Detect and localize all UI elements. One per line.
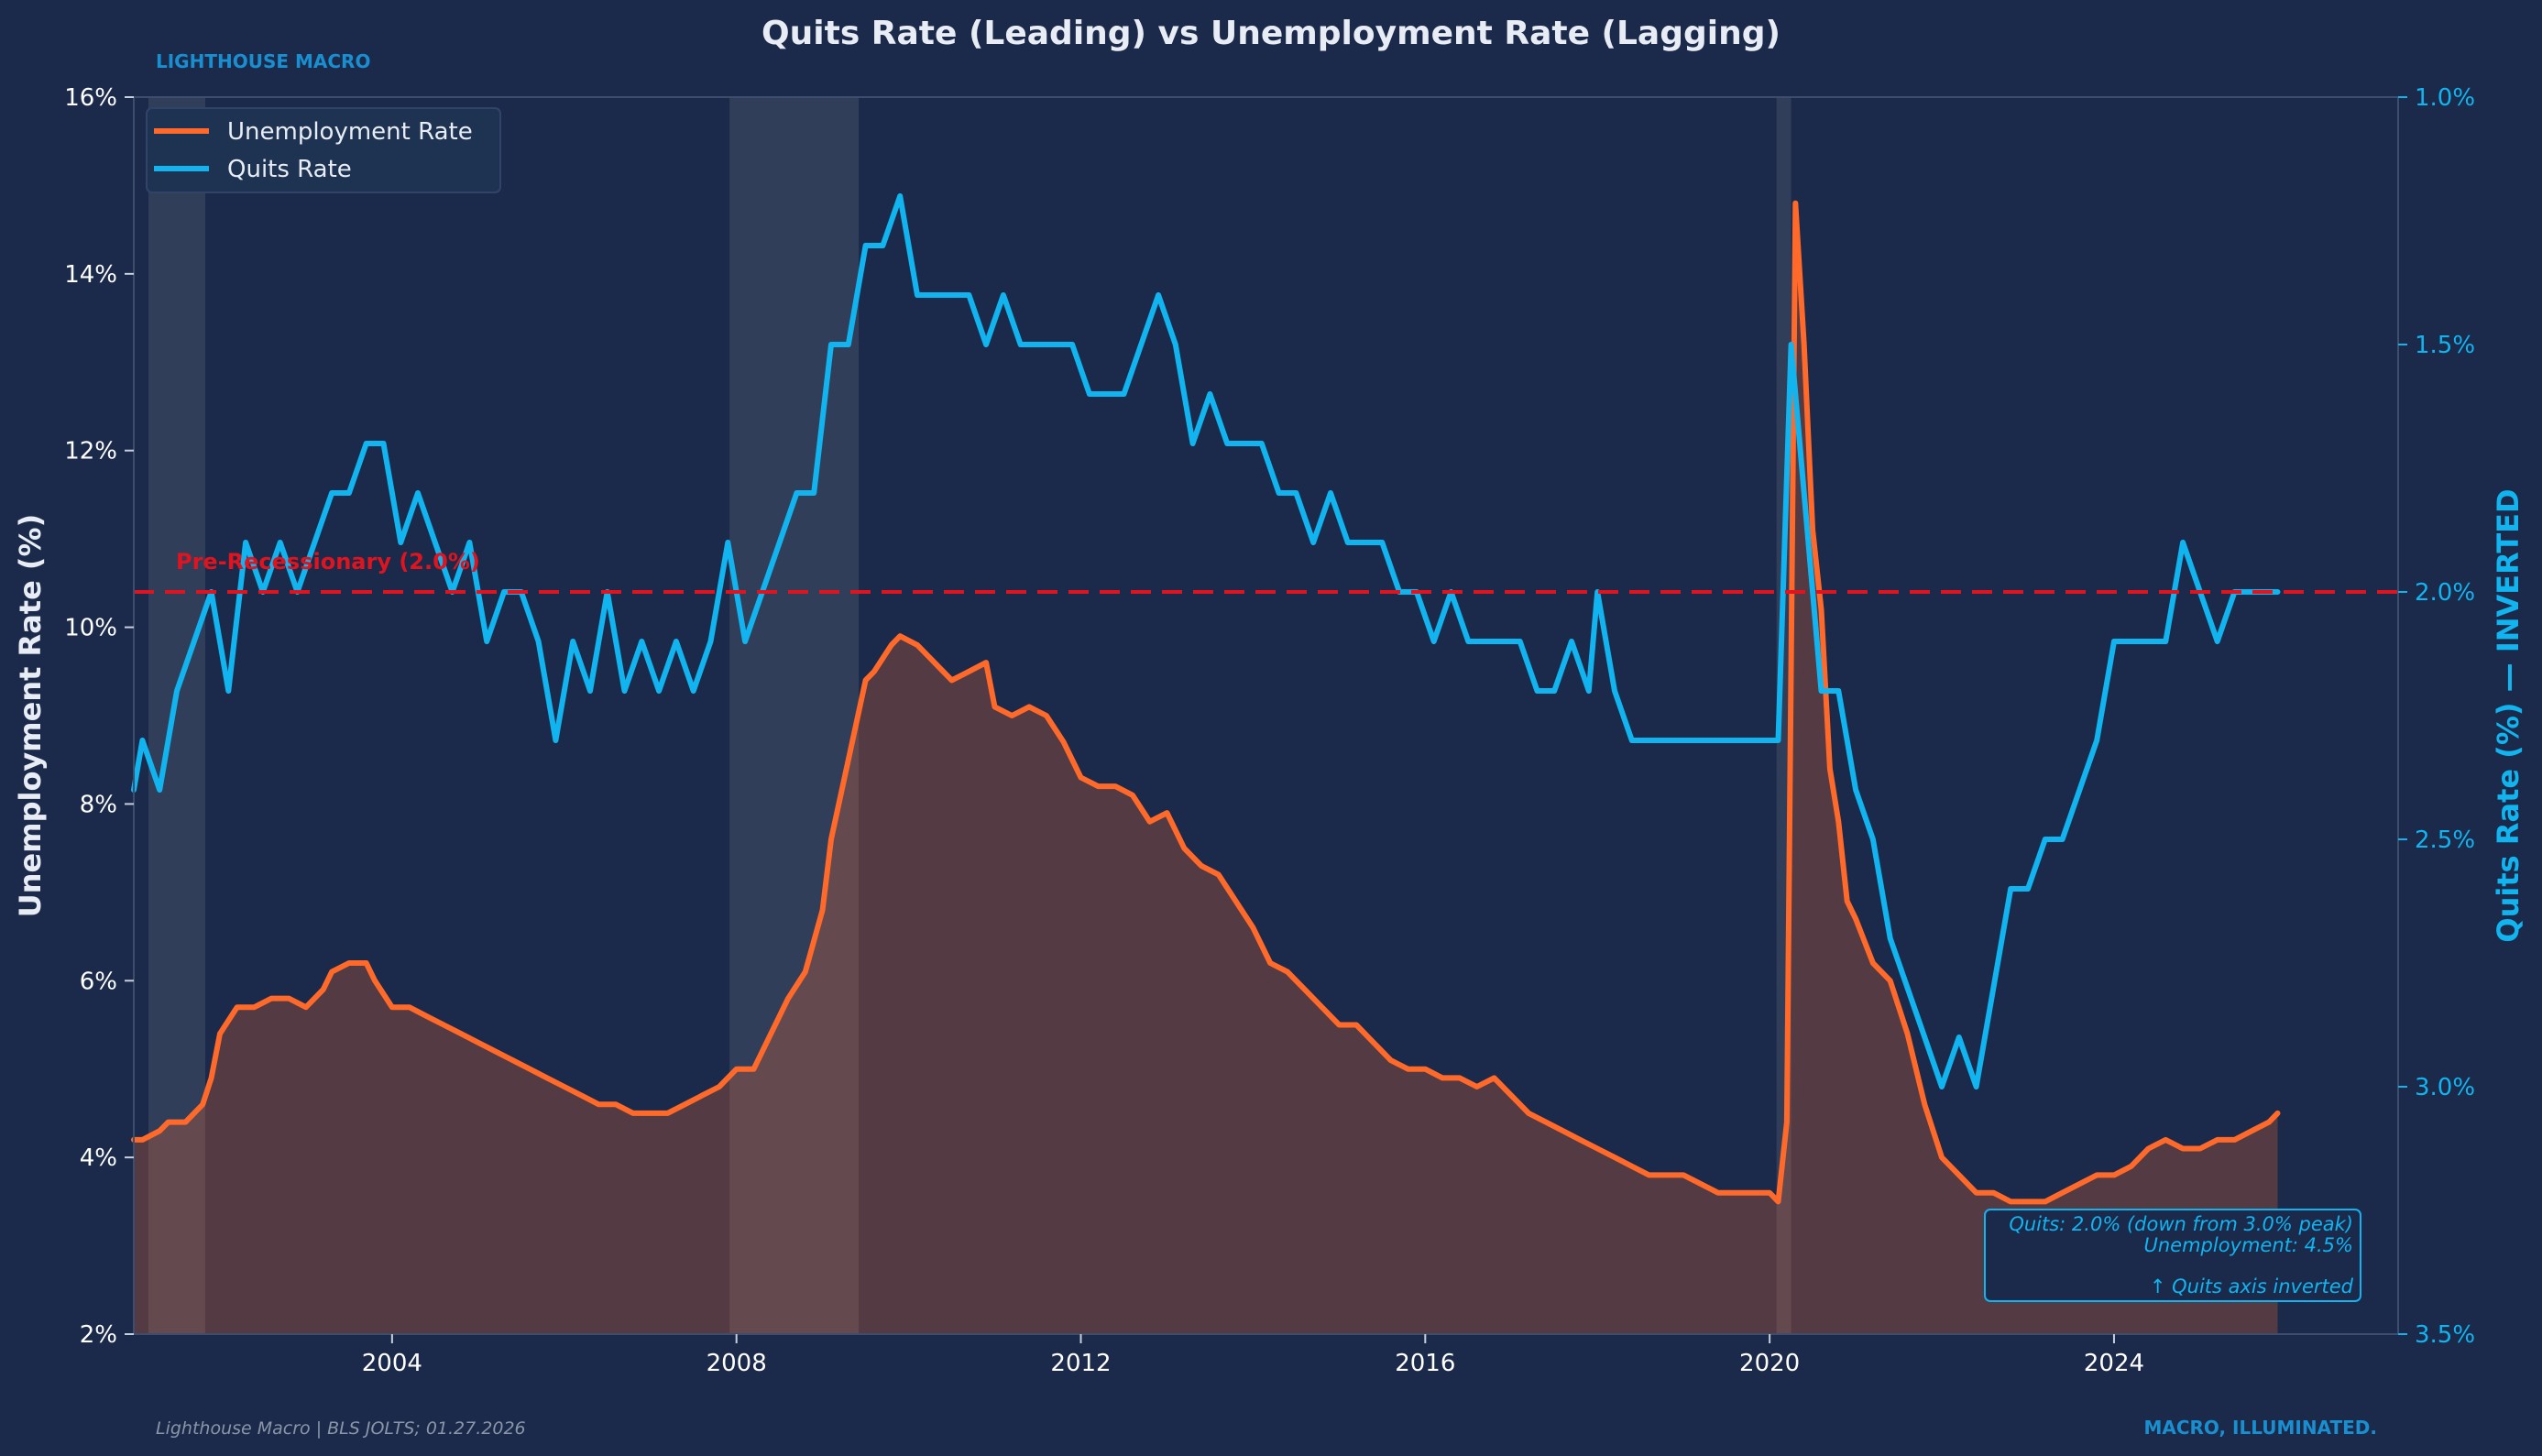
recession-bands bbox=[148, 97, 1791, 1334]
x-tick-label: 2012 bbox=[1050, 1350, 1111, 1377]
annotation-unemployment: Unemployment: 4.5% bbox=[2143, 1234, 2353, 1256]
right-tick-label: 3.0% bbox=[2415, 1074, 2475, 1101]
right-axis-label: Quits Rate (%) — INVERTED bbox=[2491, 488, 2526, 942]
right-axis-ticks: 1.0% 1.5% 2.0% 2.5% 3.0% 3.5% bbox=[2398, 84, 2475, 1349]
threshold-label: Pre-Recessionary (2.0%) bbox=[176, 549, 480, 575]
legend: Unemployment Rate Quits Rate bbox=[146, 107, 501, 193]
legend-box bbox=[146, 107, 501, 193]
brand-label: LIGHTHOUSE MACRO bbox=[156, 50, 370, 72]
recession-band-1 bbox=[729, 97, 860, 1334]
unemployment-rate-line bbox=[131, 200, 2281, 1205]
right-tick-label: 2.5% bbox=[2415, 827, 2475, 854]
legend-quits-label: Quits Rate bbox=[227, 156, 352, 183]
left-tick-label: 14% bbox=[64, 261, 117, 289]
left-tick-label: 8% bbox=[80, 791, 117, 818]
left-tick-label: 2% bbox=[80, 1321, 117, 1349]
right-tick-label: 1.0% bbox=[2415, 84, 2475, 112]
tagline: MACRO, ILLUMINATED. bbox=[2143, 1417, 2377, 1439]
x-axis-ticks: 2004 2008 2012 2016 2020 2024 bbox=[362, 1334, 2144, 1377]
annotation-box: Quits: 2.0% (down from 3.0% peak) Unempl… bbox=[1984, 1209, 2361, 1302]
annotation-inverted-note: ↑ Quits axis inverted bbox=[2150, 1275, 2354, 1297]
x-tick-label: 2008 bbox=[707, 1350, 767, 1377]
left-tick-label: 10% bbox=[64, 615, 117, 642]
recession-band-0 bbox=[148, 97, 205, 1334]
x-tick-label: 2016 bbox=[1395, 1350, 1455, 1377]
left-axis-label: Unemployment Rate (%) bbox=[13, 514, 48, 917]
right-tick-label: 1.5% bbox=[2415, 332, 2475, 359]
source-note: Lighthouse Macro | BLS JOLTS; 01.27.2026 bbox=[156, 1418, 526, 1439]
left-tick-label: 4% bbox=[80, 1144, 117, 1172]
legend-unemployment-label: Unemployment Rate bbox=[227, 118, 473, 146]
annotation-frame bbox=[1984, 1209, 2361, 1302]
left-tick-label: 16% bbox=[64, 84, 117, 112]
left-tick-label: 6% bbox=[80, 968, 117, 995]
right-tick-label: 3.5% bbox=[2415, 1321, 2475, 1349]
x-tick-label: 2004 bbox=[362, 1350, 422, 1377]
left-tick-label: 12% bbox=[64, 438, 117, 465]
right-tick-label: 2.0% bbox=[2415, 579, 2475, 607]
quits-rate-line bbox=[131, 193, 2281, 1089]
annotation-quits: Quits: 2.0% (down from 3.0% peak) bbox=[2009, 1213, 2353, 1235]
x-tick-label: 2024 bbox=[2084, 1350, 2144, 1377]
left-axis-ticks: 2% 4% 6% 8% 10% 12% 14% 16% bbox=[64, 84, 134, 1349]
plot-frame bbox=[133, 96, 2399, 1335]
x-tick-label: 2020 bbox=[1739, 1350, 1800, 1377]
chart-title: Quits Rate (Leading) vs Unemployment Rat… bbox=[762, 15, 1780, 52]
threshold-group: Pre-Recessionary (2.0%) bbox=[134, 549, 2398, 594]
